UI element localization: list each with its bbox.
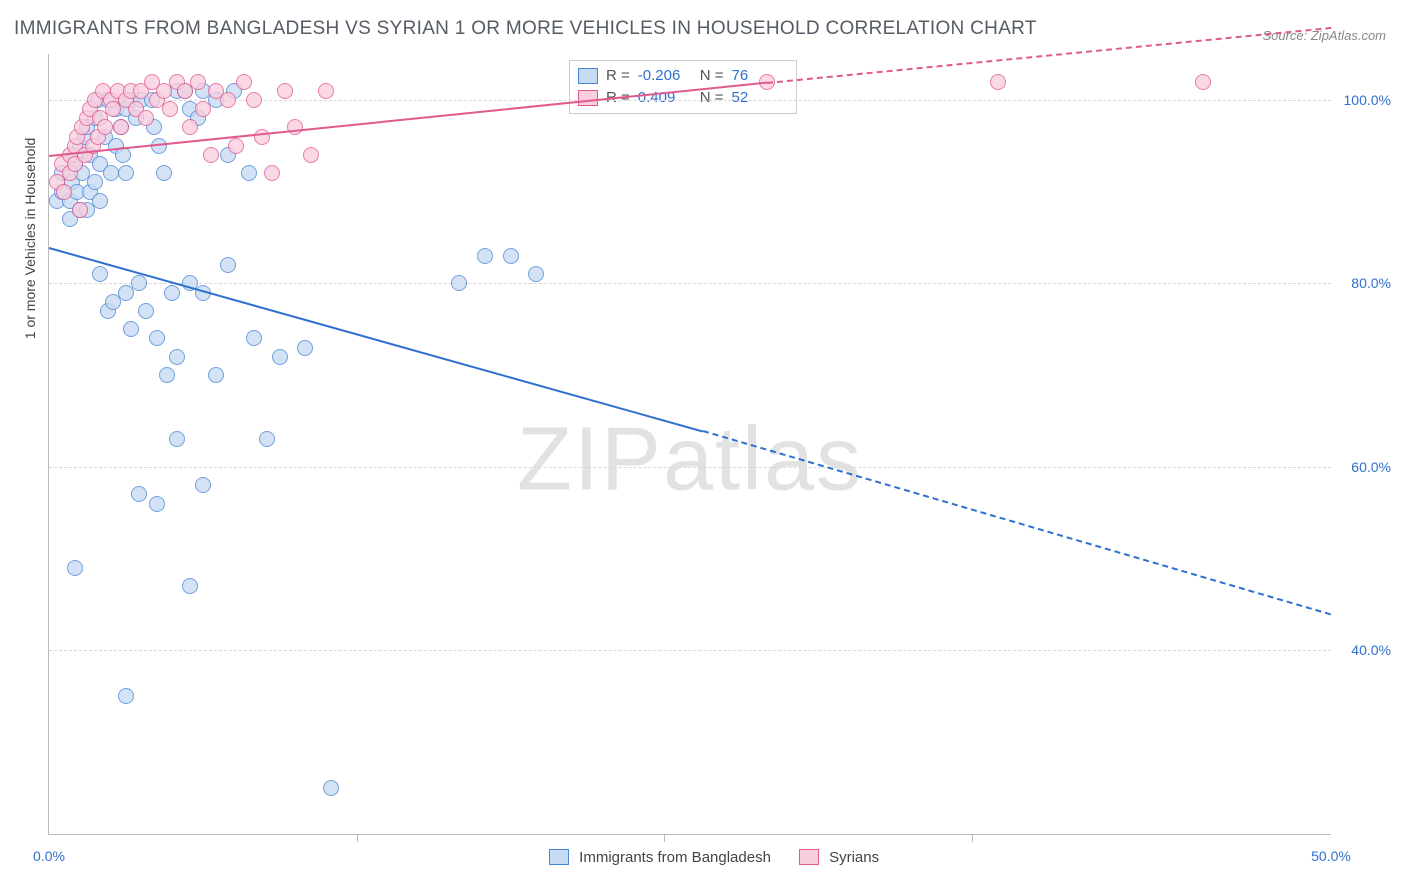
data-point-syrian [138, 110, 154, 126]
data-point-syrian [113, 119, 129, 135]
data-point-bangladesh [92, 266, 108, 282]
x-minor-tick [357, 834, 358, 842]
data-point-syrian [195, 101, 211, 117]
data-point-bangladesh [220, 257, 236, 273]
data-point-bangladesh [169, 431, 185, 447]
gridline-h [49, 650, 1331, 651]
data-point-syrian [277, 83, 293, 99]
watermark: ZIPatlas [517, 408, 863, 511]
data-point-bangladesh [169, 349, 185, 365]
x-minor-tick [972, 834, 973, 842]
data-point-syrian [990, 74, 1006, 90]
data-point-bangladesh [182, 578, 198, 594]
legend-r-value-bangladesh: -0.206 [638, 65, 692, 87]
data-point-bangladesh [164, 285, 180, 301]
data-point-bangladesh [92, 193, 108, 209]
data-point-bangladesh [246, 330, 262, 346]
legend-n-label: N = [700, 65, 724, 87]
legend-n-value-syrian: 52 [732, 87, 786, 109]
data-point-syrian [190, 74, 206, 90]
data-point-bangladesh [297, 340, 313, 356]
source-attribution: Source: ZipAtlas.com [1262, 28, 1386, 43]
data-point-bangladesh [208, 367, 224, 383]
gridline-h [49, 467, 1331, 468]
y-tick-label: 60.0% [1351, 459, 1391, 475]
data-point-bangladesh [195, 477, 211, 493]
legend-swatch-syrian [578, 90, 598, 106]
data-point-bangladesh [138, 303, 154, 319]
legend-item-bangladesh: Immigrants from Bangladesh [549, 849, 771, 866]
data-point-bangladesh [131, 275, 147, 291]
plot-area: ZIPatlas R = -0.206 N = 76 R = 0.409 N =… [48, 54, 1331, 835]
chart-title: IMMIGRANTS FROM BANGLADESH VS SYRIAN 1 O… [14, 18, 1037, 40]
data-point-bangladesh [149, 330, 165, 346]
gridline-h [49, 283, 1331, 284]
data-point-bangladesh [528, 266, 544, 282]
x-tick-label: 50.0% [1311, 848, 1351, 864]
data-point-syrian [72, 202, 88, 218]
y-axis-title: 1 or more Vehicles in Household [22, 138, 38, 340]
data-point-syrian [287, 119, 303, 135]
x-tick-label: 0.0% [33, 848, 65, 864]
data-point-syrian [246, 92, 262, 108]
data-point-bangladesh [87, 174, 103, 190]
data-point-bangladesh [103, 165, 119, 181]
data-point-bangladesh [477, 248, 493, 264]
data-point-bangladesh [118, 165, 134, 181]
data-point-syrian [236, 74, 252, 90]
data-point-bangladesh [131, 486, 147, 502]
data-point-bangladesh [156, 165, 172, 181]
data-point-bangladesh [123, 321, 139, 337]
data-point-syrian [303, 147, 319, 163]
data-point-syrian [162, 101, 178, 117]
legend-swatch-icon [549, 849, 569, 865]
data-point-syrian [203, 147, 219, 163]
trend-line [49, 247, 703, 432]
legend-swatch-bangladesh [578, 68, 598, 84]
legend-swatch-icon [799, 849, 819, 865]
data-point-syrian [1195, 74, 1211, 90]
data-point-syrian [254, 129, 270, 145]
y-tick-label: 80.0% [1351, 275, 1391, 291]
legend-r-label: R = [606, 65, 630, 87]
data-point-bangladesh [259, 431, 275, 447]
gridline-h [49, 100, 1331, 101]
legend-n-label: N = [700, 87, 724, 109]
trend-line [703, 430, 1332, 615]
data-point-syrian [264, 165, 280, 181]
data-point-syrian [182, 119, 198, 135]
data-point-syrian [318, 83, 334, 99]
data-point-bangladesh [503, 248, 519, 264]
series-legend: Immigrants from Bangladesh Syrians [549, 849, 879, 866]
data-point-bangladesh [451, 275, 467, 291]
data-point-syrian [228, 138, 244, 154]
data-point-bangladesh [149, 496, 165, 512]
chart-container: IMMIGRANTS FROM BANGLADESH VS SYRIAN 1 O… [0, 0, 1406, 892]
data-point-syrian [97, 119, 113, 135]
y-tick-label: 100.0% [1344, 92, 1391, 108]
legend-label: Immigrants from Bangladesh [579, 849, 771, 866]
x-minor-tick [664, 834, 665, 842]
data-point-bangladesh [323, 780, 339, 796]
data-point-syrian [220, 92, 236, 108]
legend-label: Syrians [829, 849, 879, 866]
data-point-syrian [56, 184, 72, 200]
data-point-bangladesh [159, 367, 175, 383]
data-point-bangladesh [118, 688, 134, 704]
data-point-bangladesh [272, 349, 288, 365]
legend-item-syrian: Syrians [799, 849, 879, 866]
data-point-bangladesh [241, 165, 257, 181]
y-tick-label: 40.0% [1351, 642, 1391, 658]
data-point-bangladesh [67, 560, 83, 576]
